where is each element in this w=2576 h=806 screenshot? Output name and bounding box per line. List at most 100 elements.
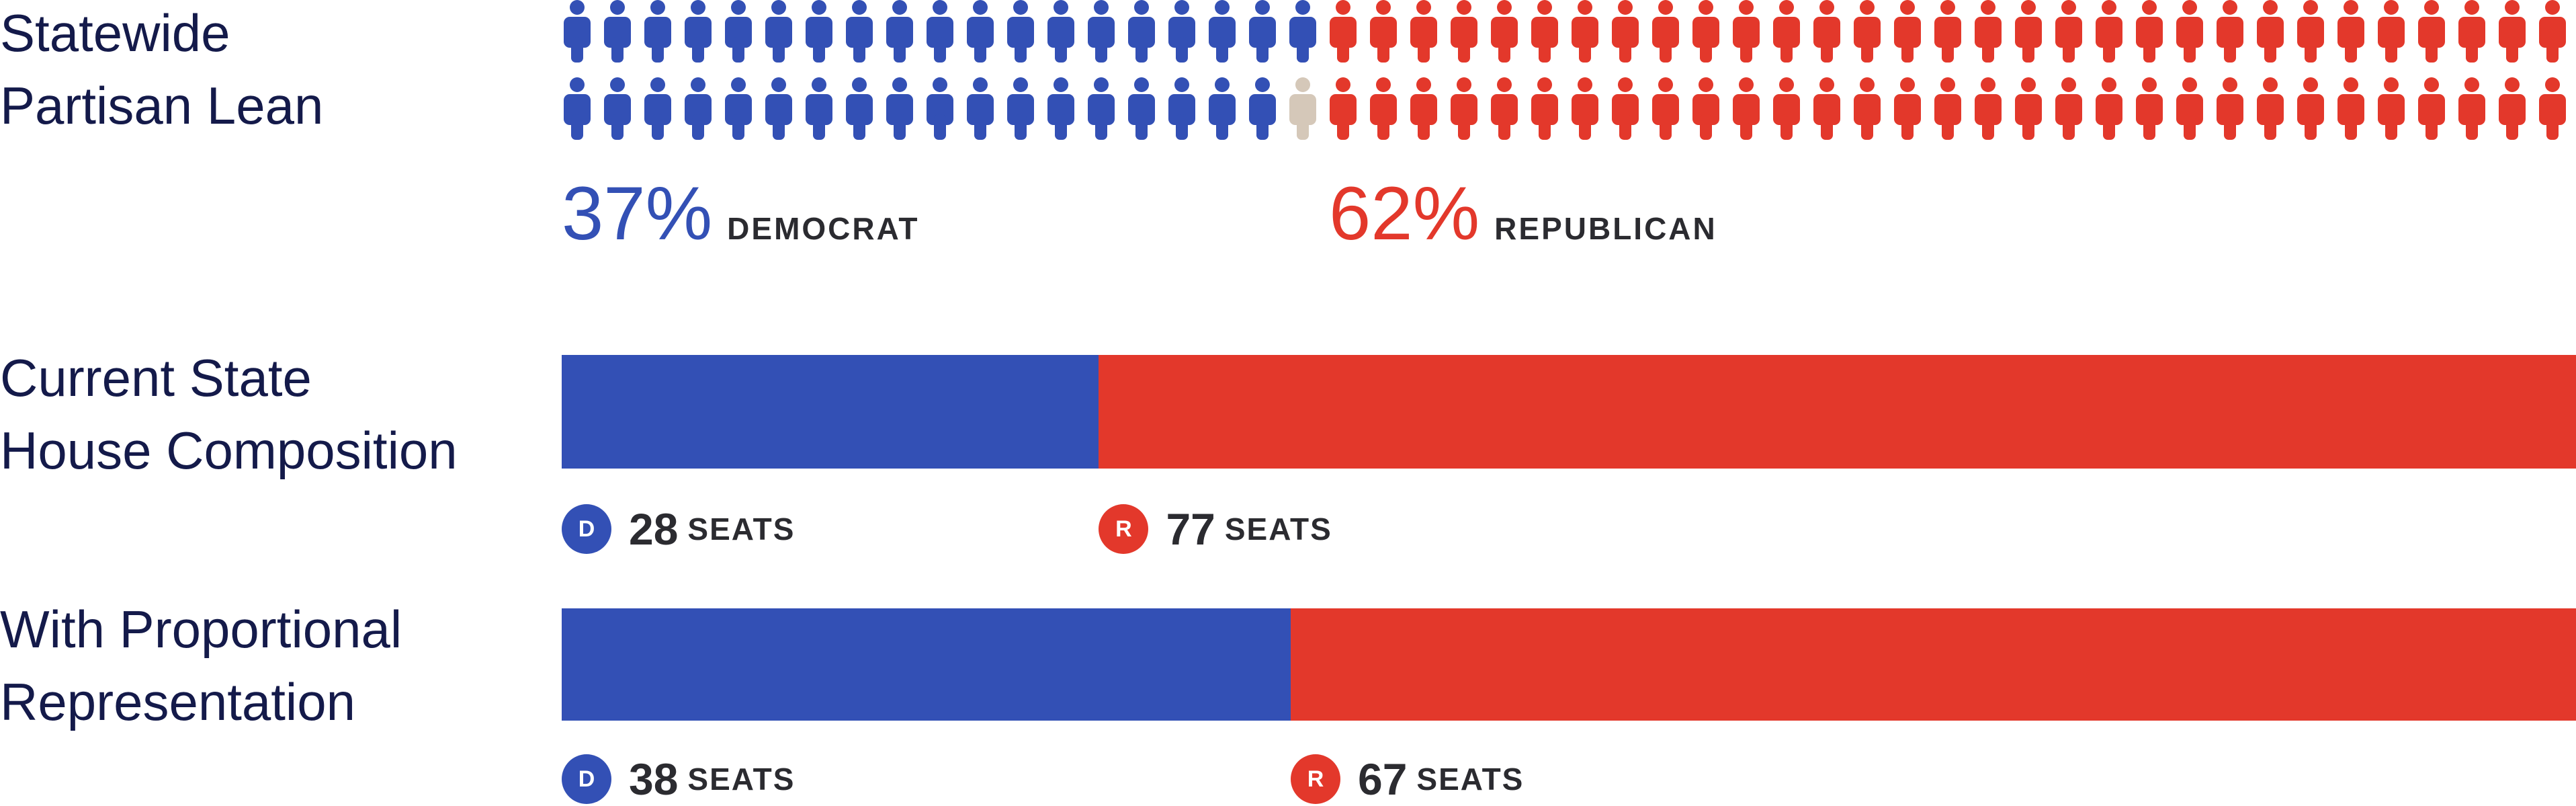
person-icon-dem bbox=[683, 0, 714, 63]
person-icon-other bbox=[1287, 77, 1318, 140]
person-icon-dem bbox=[1086, 77, 1117, 140]
person-icon-rep bbox=[2537, 0, 2568, 63]
person-icon-dem bbox=[1166, 77, 1197, 140]
person-icon-rep bbox=[2456, 0, 2487, 63]
person-icon-dem bbox=[804, 0, 834, 63]
person-icon-rep bbox=[2295, 0, 2326, 63]
person-icon-rep bbox=[1771, 77, 1802, 140]
person-icon-rep bbox=[1811, 77, 1842, 140]
legend-item-dem: D 38 SEATS bbox=[562, 752, 795, 806]
person-icon-dem bbox=[1126, 77, 1157, 140]
person-icon-dem bbox=[723, 77, 754, 140]
person-icon-rep bbox=[2094, 0, 2124, 63]
title-line: House Composition bbox=[0, 421, 458, 480]
person-icon-rep bbox=[2376, 77, 2407, 140]
person-icon-rep bbox=[2497, 77, 2528, 140]
person-icon-rep bbox=[1449, 0, 1479, 63]
person-icon-rep bbox=[2335, 77, 2366, 140]
seat-unit: SEATS bbox=[687, 512, 796, 547]
person-icon-rep bbox=[1892, 0, 1923, 63]
person-icon-rep bbox=[1771, 0, 1802, 63]
person-icon-rep bbox=[2376, 0, 2407, 63]
title-line: With Proportional bbox=[0, 600, 402, 659]
title-line: Current State bbox=[0, 348, 312, 407]
person-icon-rep bbox=[1328, 77, 1359, 140]
person-icon-rep bbox=[2013, 77, 2044, 140]
seat-unit: SEATS bbox=[1416, 762, 1525, 797]
person-icon-dem bbox=[1287, 0, 1318, 63]
dem-percent-label: 37% DEMOCRAT bbox=[562, 173, 920, 254]
person-icon-rep bbox=[1449, 77, 1479, 140]
person-icon-rep bbox=[1932, 77, 1963, 140]
person-icon-rep bbox=[1570, 77, 1600, 140]
person-icon-rep bbox=[2053, 77, 2084, 140]
person-icon-rep bbox=[2456, 77, 2487, 140]
person-icon-dem bbox=[683, 77, 714, 140]
dem-percent-name: DEMOCRAT bbox=[727, 211, 920, 246]
rep-percent-value: 62% bbox=[1329, 171, 1480, 255]
seat-count: 67 bbox=[1357, 754, 1408, 804]
person-icon-dem bbox=[763, 77, 794, 140]
person-icon-rep bbox=[1731, 0, 1762, 63]
legend-item-rep: R 77 SEATS bbox=[1099, 502, 1332, 556]
person-icon-rep bbox=[1852, 0, 1883, 63]
person-icon-rep bbox=[2416, 0, 2447, 63]
bar-segment-rep bbox=[1290, 608, 2576, 721]
person-icon-rep bbox=[2215, 0, 2245, 63]
person-icon-dem bbox=[1045, 0, 1076, 63]
title-line: Partisan Lean bbox=[0, 76, 324, 135]
person-icon-rep bbox=[1811, 0, 1842, 63]
chart-title-current-house: Current State House Composition bbox=[0, 341, 458, 487]
person-icon-rep bbox=[2497, 0, 2528, 63]
person-icon-dem bbox=[1005, 77, 1036, 140]
person-icon-dem bbox=[602, 0, 633, 63]
person-icon-rep bbox=[1610, 0, 1641, 63]
person-icon-rep bbox=[2094, 77, 2124, 140]
person-icon-rep bbox=[1690, 77, 1721, 140]
person-icon-rep bbox=[1852, 77, 1883, 140]
person-icon-dem bbox=[1166, 0, 1197, 63]
person-icon-dem bbox=[1045, 77, 1076, 140]
seat-unit: SEATS bbox=[687, 762, 796, 797]
person-icon-dem bbox=[1086, 0, 1117, 63]
person-icon-rep bbox=[2174, 0, 2205, 63]
person-icon-dem bbox=[562, 77, 593, 140]
pictogram-people bbox=[562, 0, 2576, 141]
bar-segment-dem bbox=[562, 355, 1099, 469]
person-icon-rep bbox=[2335, 0, 2366, 63]
person-icon-dem bbox=[1247, 77, 1278, 140]
person-icon-rep bbox=[1650, 0, 1681, 63]
person-icon-dem bbox=[1207, 77, 1238, 140]
person-icon-dem bbox=[925, 77, 955, 140]
title-line: Representation bbox=[0, 672, 356, 731]
title-line: Statewide bbox=[0, 3, 230, 63]
person-icon-rep bbox=[1610, 77, 1641, 140]
person-icon-rep bbox=[1932, 0, 1963, 63]
party-badge-dem: D bbox=[562, 754, 611, 804]
person-icon-dem bbox=[965, 0, 996, 63]
chart-title-partisan-lean: Statewide Partisan Lean bbox=[0, 0, 323, 142]
person-icon-rep bbox=[2416, 77, 2447, 140]
legend-item-dem: D 28 SEATS bbox=[562, 502, 795, 556]
party-badge-dem: D bbox=[562, 504, 611, 554]
person-icon-dem bbox=[965, 77, 996, 140]
person-icon-rep bbox=[1529, 0, 1560, 63]
person-icon-rep bbox=[1731, 77, 1762, 140]
person-icon-dem bbox=[844, 0, 875, 63]
person-icon-dem bbox=[723, 0, 754, 63]
person-icon-rep bbox=[2255, 77, 2286, 140]
person-icon-rep bbox=[1408, 77, 1439, 140]
bar-segment-dem bbox=[562, 608, 1291, 721]
person-icon-rep bbox=[2134, 0, 2165, 63]
person-icon-dem bbox=[763, 0, 794, 63]
person-icon-dem bbox=[884, 77, 915, 140]
person-icon-rep bbox=[2215, 77, 2245, 140]
person-icon-rep bbox=[1892, 77, 1923, 140]
person-icon-rep bbox=[1368, 77, 1399, 140]
person-icon-dem bbox=[804, 77, 834, 140]
person-icon-rep bbox=[2537, 77, 2568, 140]
person-icon-dem bbox=[1126, 0, 1157, 63]
person-icon-rep bbox=[2053, 0, 2084, 63]
person-icon-dem bbox=[602, 77, 633, 140]
person-icon-rep bbox=[2295, 77, 2326, 140]
